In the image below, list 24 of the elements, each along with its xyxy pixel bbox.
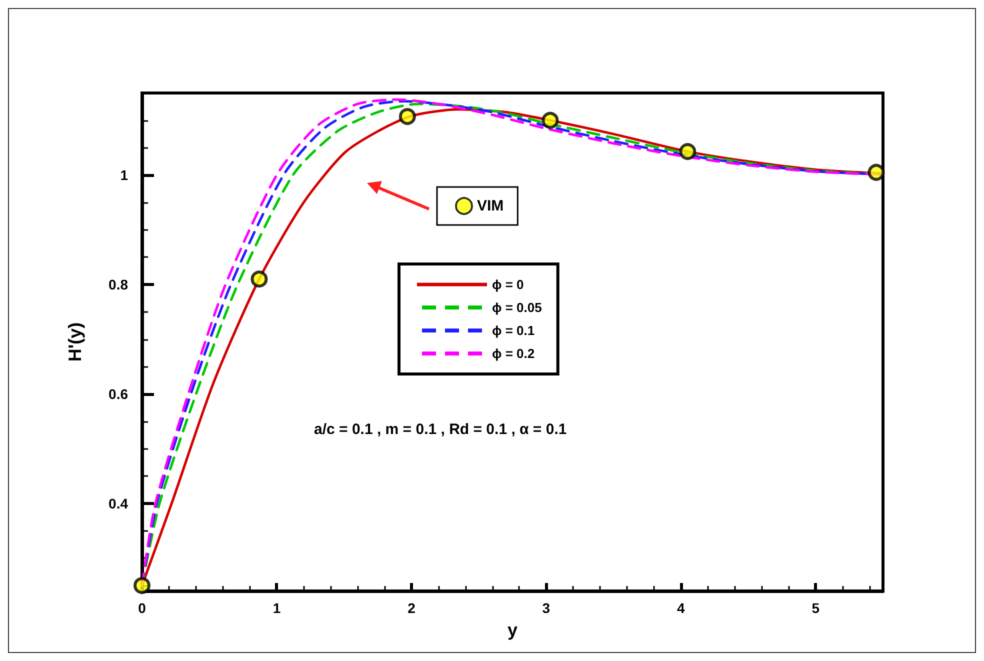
y-tick-label: 0.8	[108, 276, 128, 293]
x-tick-label: 2	[408, 600, 416, 616]
annotation: a/c = 0.1 , m = 0.1 , Rd = 0.1 , α = 0.1	[314, 421, 567, 438]
point	[679, 143, 696, 160]
point	[542, 112, 559, 129]
point	[134, 577, 150, 594]
x-tick-label: 0	[138, 600, 146, 616]
x-tick-label: 1	[272, 600, 281, 616]
x-axis-title: y	[507, 620, 518, 640]
x-tick-label: 3	[542, 600, 550, 616]
legend-label: ϕ = 0.1	[492, 323, 535, 338]
point	[868, 164, 885, 181]
x-tick-label: 4	[677, 600, 686, 616]
y-tick-label: 0.6	[108, 386, 128, 402]
y-tick-label: 1	[120, 167, 128, 184]
y-axis-title: H'(y)	[65, 322, 85, 362]
point	[398, 108, 416, 126]
y-tick-label: 0.4	[108, 495, 128, 512]
x-tick-label: 5	[812, 600, 820, 616]
legend-label: ϕ = 0.2	[492, 346, 535, 361]
point	[250, 270, 268, 288]
legend-label: VIM	[477, 198, 504, 214]
legend-label: ϕ = 0	[492, 277, 524, 292]
legend-label: ϕ = 0.05	[492, 300, 542, 315]
